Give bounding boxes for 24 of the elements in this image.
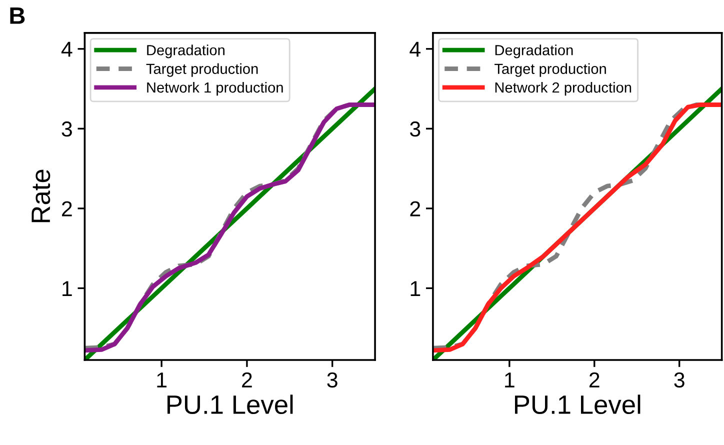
y-tick-label: 2 [410,201,420,216]
y-tick-label: 2 [62,201,72,216]
x-tick-label: 2 [589,372,600,388]
y-tick-label: 3 [62,121,72,137]
x-axis-title: PU.1 Level [167,394,293,414]
y-tick-label: 3 [410,121,420,137]
text: B [10,8,25,24]
legend-label: Degradation [147,44,224,58]
x-tick-label: 3 [674,372,684,388]
y-axis-title: Rate [32,170,50,222]
x-tick-label: 3 [327,372,338,388]
legend-label: Network 2 production [495,82,632,96]
legend-label: Target production [146,63,258,77]
y-tick-label: 4 [61,42,72,57]
legend-label: Target production [494,63,606,77]
x-tick-label: 1 [157,372,166,388]
y-tick-label: 1 [62,281,72,296]
y-tick-label: 1 [410,281,420,296]
legend-label: Network 1 production [147,82,283,96]
x-tick-label: 2 [242,372,252,388]
x-axis-title: PU.1 Level [515,394,640,414]
y-tick-label: 4 [410,42,421,57]
x-tick-label: 1 [505,372,514,388]
legend-label: Degradation [495,44,573,58]
